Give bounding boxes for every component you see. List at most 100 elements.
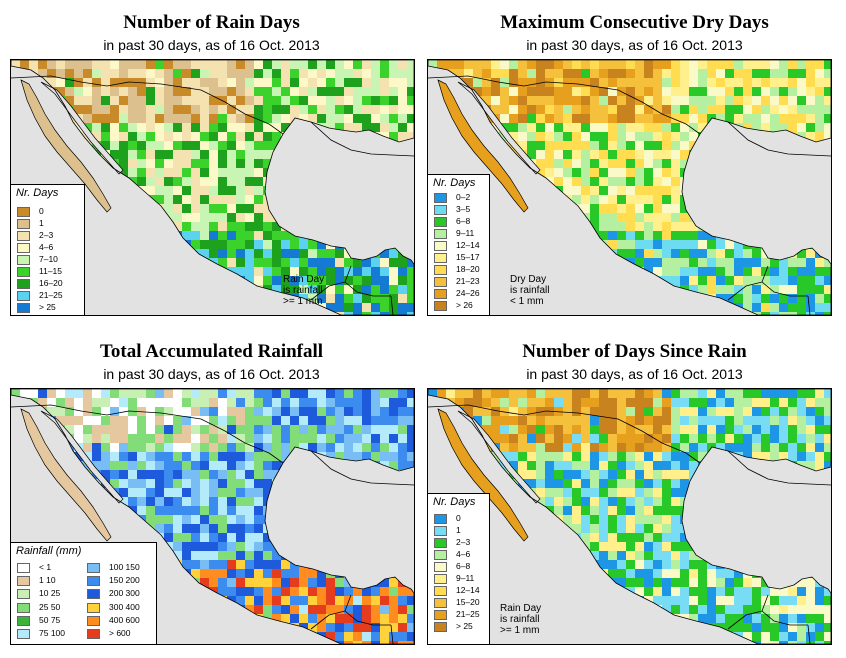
legend-label: 25 50 (39, 601, 61, 612)
legend-swatch (434, 610, 447, 620)
baja-peninsula (20, 408, 112, 542)
legend-swatch (17, 255, 30, 265)
country-border (807, 624, 811, 644)
legend-swatch (434, 526, 447, 536)
legend-swatch (434, 193, 447, 203)
legend-label: 100 150 (109, 562, 140, 572)
legend-swatch (434, 598, 447, 608)
legend-swatch (17, 629, 30, 639)
country-border (344, 594, 352, 612)
legend-swatch (434, 205, 447, 215)
panel-subtitle: in past 30 days, as of 16 Oct. 2013 (103, 37, 320, 53)
legend-title: Nr. Days (16, 187, 59, 199)
legend-label: 0 (456, 513, 461, 523)
legend-swatch (87, 615, 100, 626)
legend-title: Nr. Days (433, 177, 476, 189)
legend-swatch (434, 217, 447, 227)
legend-label: 0–2 (456, 192, 471, 202)
country-border (727, 610, 808, 630)
country-border (807, 295, 811, 315)
legend-label: 21–25 (456, 609, 480, 619)
country-border (344, 265, 352, 283)
legend-label: 7–10 (39, 254, 58, 264)
legend-swatch (87, 589, 100, 600)
country-border (310, 610, 391, 630)
legend-label: 21–25 (39, 290, 63, 300)
legend-label: 10 25 (39, 588, 61, 599)
panel-title: Maximum Consecutive Dry Days (500, 12, 769, 33)
legend-label: 1 10 (39, 575, 56, 586)
legend-label: 15–17 (456, 252, 480, 262)
legend-swatch (87, 563, 100, 573)
legend-label: 6–8 (456, 561, 471, 571)
country-border (428, 404, 701, 464)
legend-label: 1 (456, 525, 461, 535)
coastline (428, 389, 831, 644)
baja-peninsula (20, 79, 112, 213)
legend-swatch (434, 514, 447, 524)
legend-swatch (87, 629, 100, 639)
legend-swatch (434, 289, 447, 299)
panel-title: Total Accumulated Rainfall (99, 341, 324, 362)
legend-label: 12–14 (456, 585, 480, 595)
legend-swatch (434, 622, 447, 632)
panel-title: Number of Days Since Rain (522, 341, 747, 362)
country-border (727, 121, 831, 157)
legend-swatch (434, 241, 447, 251)
legend-label: > 25 (39, 302, 56, 312)
legend-swatch (17, 231, 30, 241)
country-border (310, 450, 414, 486)
legend-label: 4–6 (456, 549, 471, 559)
legend-label: < 1 (39, 562, 52, 572)
legend-label: 12–14 (456, 240, 480, 250)
legend-swatch (17, 207, 30, 217)
legend-swatch (434, 253, 447, 263)
legend-swatch (17, 303, 30, 313)
panel-days-since-rain: Number of Days Since Rain in past 30 day… (423, 329, 846, 658)
map-days-since-rain: Nr. Days 0 1 2–3 4–6 6–8 9–11 12–14 15–20 21–25 >… (427, 388, 832, 645)
panel-subtitle: in past 30 days, as of 16 Oct. 2013 (526, 37, 743, 53)
coastline (11, 389, 414, 644)
panel-title: Number of Rain Days (123, 12, 300, 33)
map-rain-days: Nr. Days 0 1 2–3 4–6 7–10 11–15 16–20 21–25 > 25… (10, 59, 415, 316)
definition-note: Dry Day is rainfall < 1 mm (510, 274, 550, 307)
legend-label: 21–23 (456, 276, 480, 286)
legend-swatch (434, 562, 447, 572)
legend-swatch (17, 615, 30, 626)
coastline (428, 60, 831, 315)
gulf-of-california (40, 81, 124, 175)
legend-label: 15–20 (456, 597, 480, 607)
legend-swatch (17, 243, 30, 253)
legend: Nr. Days 0 1 2–3 4–6 7–10 11–15 16–20 21–25 > 25 (11, 184, 85, 315)
legend-label: > 26 (456, 300, 473, 310)
legend-swatch (434, 301, 447, 311)
legend: Nr. Days 0–2 3–5 6–8 9–11 12–14 15–17 18–20 21–… (428, 174, 490, 315)
legend-label: 4–6 (39, 242, 54, 252)
gulf-of-california (457, 81, 541, 175)
legend-label: 200 300 (109, 588, 140, 599)
legend-title: Nr. Days (433, 496, 476, 508)
legend-label: 11–15 (39, 266, 63, 276)
definition-note: Rain Day is rainfall >= 1 mm (500, 603, 542, 636)
legend-swatch (434, 277, 447, 287)
legend-label: > 600 (109, 628, 131, 638)
country-border (761, 594, 769, 612)
panel-subtitle: in past 30 days, as of 16 Oct. 2013 (526, 366, 743, 382)
legend-swatch (434, 538, 447, 548)
legend: Nr. Days 0 1 2–3 4–6 6–8 9–11 12–14 15–20 21–25 >… (428, 493, 490, 644)
legend-label: 2–3 (456, 537, 471, 547)
definition-note: Rain Day is rainfall >= 1 mm (283, 274, 325, 307)
country-border (310, 281, 391, 301)
legend-label: 400 600 (109, 614, 140, 625)
legend-swatch (17, 279, 30, 289)
legend-swatch (17, 589, 30, 600)
country-border (11, 75, 284, 135)
legend-label: 2–3 (39, 230, 54, 240)
legend-label: 9–11 (456, 573, 475, 583)
country-border (727, 281, 808, 301)
legend-swatch (17, 563, 30, 573)
country-border (727, 450, 831, 486)
coastline (11, 60, 414, 315)
legend-label: 300 400 (109, 601, 140, 612)
country-border (761, 265, 769, 283)
